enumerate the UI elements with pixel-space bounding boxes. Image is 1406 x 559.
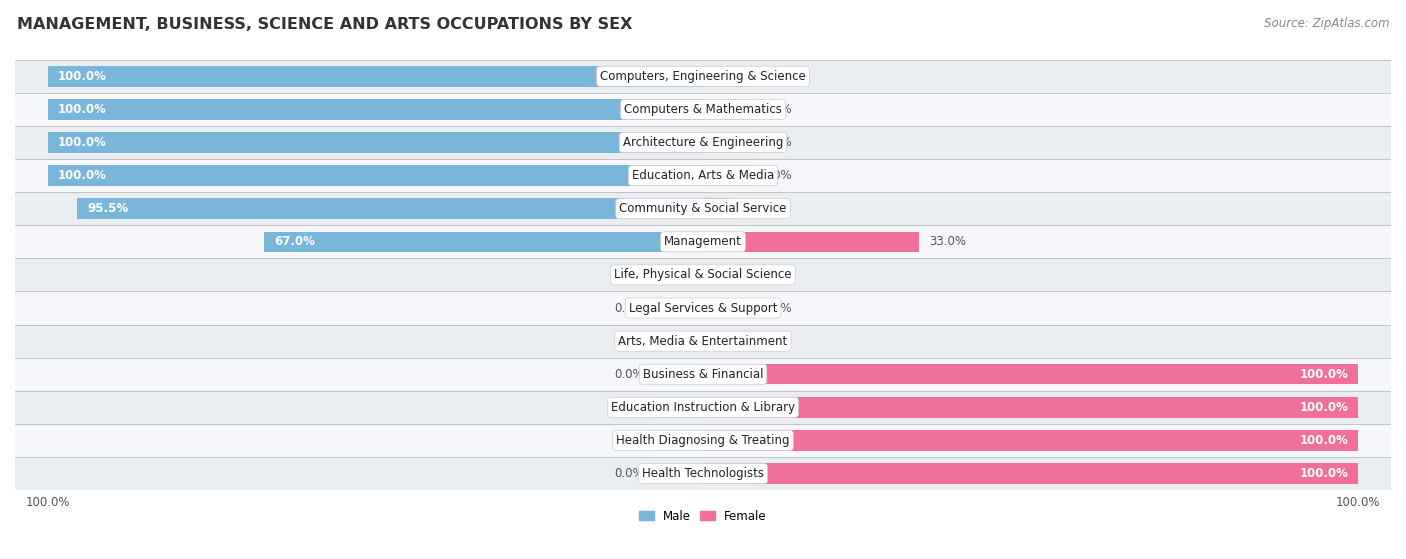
Bar: [703, 364, 1358, 385]
Bar: [703, 430, 1358, 451]
Bar: [48, 165, 703, 186]
Text: Legal Services & Support: Legal Services & Support: [628, 301, 778, 315]
Bar: [651, 264, 703, 285]
Bar: [703, 231, 920, 252]
Bar: [703, 66, 755, 87]
Text: 0.0%: 0.0%: [762, 103, 792, 116]
Text: Computers & Mathematics: Computers & Mathematics: [624, 103, 782, 116]
Text: 0.0%: 0.0%: [762, 301, 792, 315]
Bar: [77, 198, 703, 219]
Bar: [703, 331, 755, 352]
Bar: [48, 99, 703, 120]
Text: 100.0%: 100.0%: [58, 70, 107, 83]
Bar: [651, 364, 703, 385]
Text: 0.0%: 0.0%: [762, 136, 792, 149]
Bar: [15, 291, 1391, 325]
Bar: [15, 457, 1391, 490]
Text: MANAGEMENT, BUSINESS, SCIENCE AND ARTS OCCUPATIONS BY SEX: MANAGEMENT, BUSINESS, SCIENCE AND ARTS O…: [17, 17, 633, 32]
Bar: [15, 126, 1391, 159]
Text: Community & Social Service: Community & Social Service: [619, 202, 787, 215]
Legend: Male, Female: Male, Female: [634, 505, 772, 527]
Text: 0.0%: 0.0%: [762, 335, 792, 348]
Text: 0.0%: 0.0%: [614, 434, 644, 447]
Bar: [15, 325, 1391, 358]
Bar: [703, 99, 755, 120]
Text: 100.0%: 100.0%: [1299, 467, 1348, 480]
Text: 0.0%: 0.0%: [614, 467, 644, 480]
Text: Health Technologists: Health Technologists: [643, 467, 763, 480]
Text: 4.5%: 4.5%: [742, 202, 772, 215]
Text: 100.0%: 100.0%: [1299, 434, 1348, 447]
Bar: [15, 424, 1391, 457]
Text: 95.5%: 95.5%: [87, 202, 128, 215]
Bar: [703, 264, 755, 285]
Bar: [15, 192, 1391, 225]
Text: 33.0%: 33.0%: [929, 235, 966, 248]
Bar: [15, 93, 1391, 126]
Text: Education Instruction & Library: Education Instruction & Library: [612, 401, 794, 414]
Bar: [15, 391, 1391, 424]
Bar: [651, 397, 703, 418]
Bar: [15, 60, 1391, 93]
Bar: [15, 159, 1391, 192]
Bar: [264, 231, 703, 252]
Text: 0.0%: 0.0%: [614, 268, 644, 281]
Text: 100.0%: 100.0%: [58, 103, 107, 116]
Text: Life, Physical & Social Science: Life, Physical & Social Science: [614, 268, 792, 281]
Text: Business & Financial: Business & Financial: [643, 368, 763, 381]
Bar: [651, 331, 703, 352]
Bar: [703, 132, 755, 153]
Bar: [15, 258, 1391, 291]
Text: Management: Management: [664, 235, 742, 248]
Text: Arts, Media & Entertainment: Arts, Media & Entertainment: [619, 335, 787, 348]
Bar: [651, 298, 703, 318]
Bar: [703, 165, 755, 186]
Text: 100.0%: 100.0%: [58, 136, 107, 149]
Bar: [703, 463, 1358, 484]
Text: 0.0%: 0.0%: [614, 335, 644, 348]
Bar: [15, 225, 1391, 258]
Bar: [651, 463, 703, 484]
Text: Education, Arts & Media: Education, Arts & Media: [631, 169, 775, 182]
Text: 0.0%: 0.0%: [762, 169, 792, 182]
Bar: [48, 66, 703, 87]
Bar: [48, 132, 703, 153]
Text: 0.0%: 0.0%: [762, 268, 792, 281]
Text: 0.0%: 0.0%: [614, 368, 644, 381]
Text: 67.0%: 67.0%: [274, 235, 315, 248]
Text: 0.0%: 0.0%: [762, 70, 792, 83]
Text: 100.0%: 100.0%: [1299, 368, 1348, 381]
Bar: [651, 430, 703, 451]
Bar: [703, 298, 755, 318]
Text: 0.0%: 0.0%: [614, 301, 644, 315]
Text: Source: ZipAtlas.com: Source: ZipAtlas.com: [1264, 17, 1389, 30]
Bar: [703, 397, 1358, 418]
Text: Health Diagnosing & Treating: Health Diagnosing & Treating: [616, 434, 790, 447]
Text: 100.0%: 100.0%: [58, 169, 107, 182]
Bar: [703, 198, 733, 219]
Bar: [15, 358, 1391, 391]
Text: 100.0%: 100.0%: [1299, 401, 1348, 414]
Text: 0.0%: 0.0%: [614, 401, 644, 414]
Text: Computers, Engineering & Science: Computers, Engineering & Science: [600, 70, 806, 83]
Text: Architecture & Engineering: Architecture & Engineering: [623, 136, 783, 149]
